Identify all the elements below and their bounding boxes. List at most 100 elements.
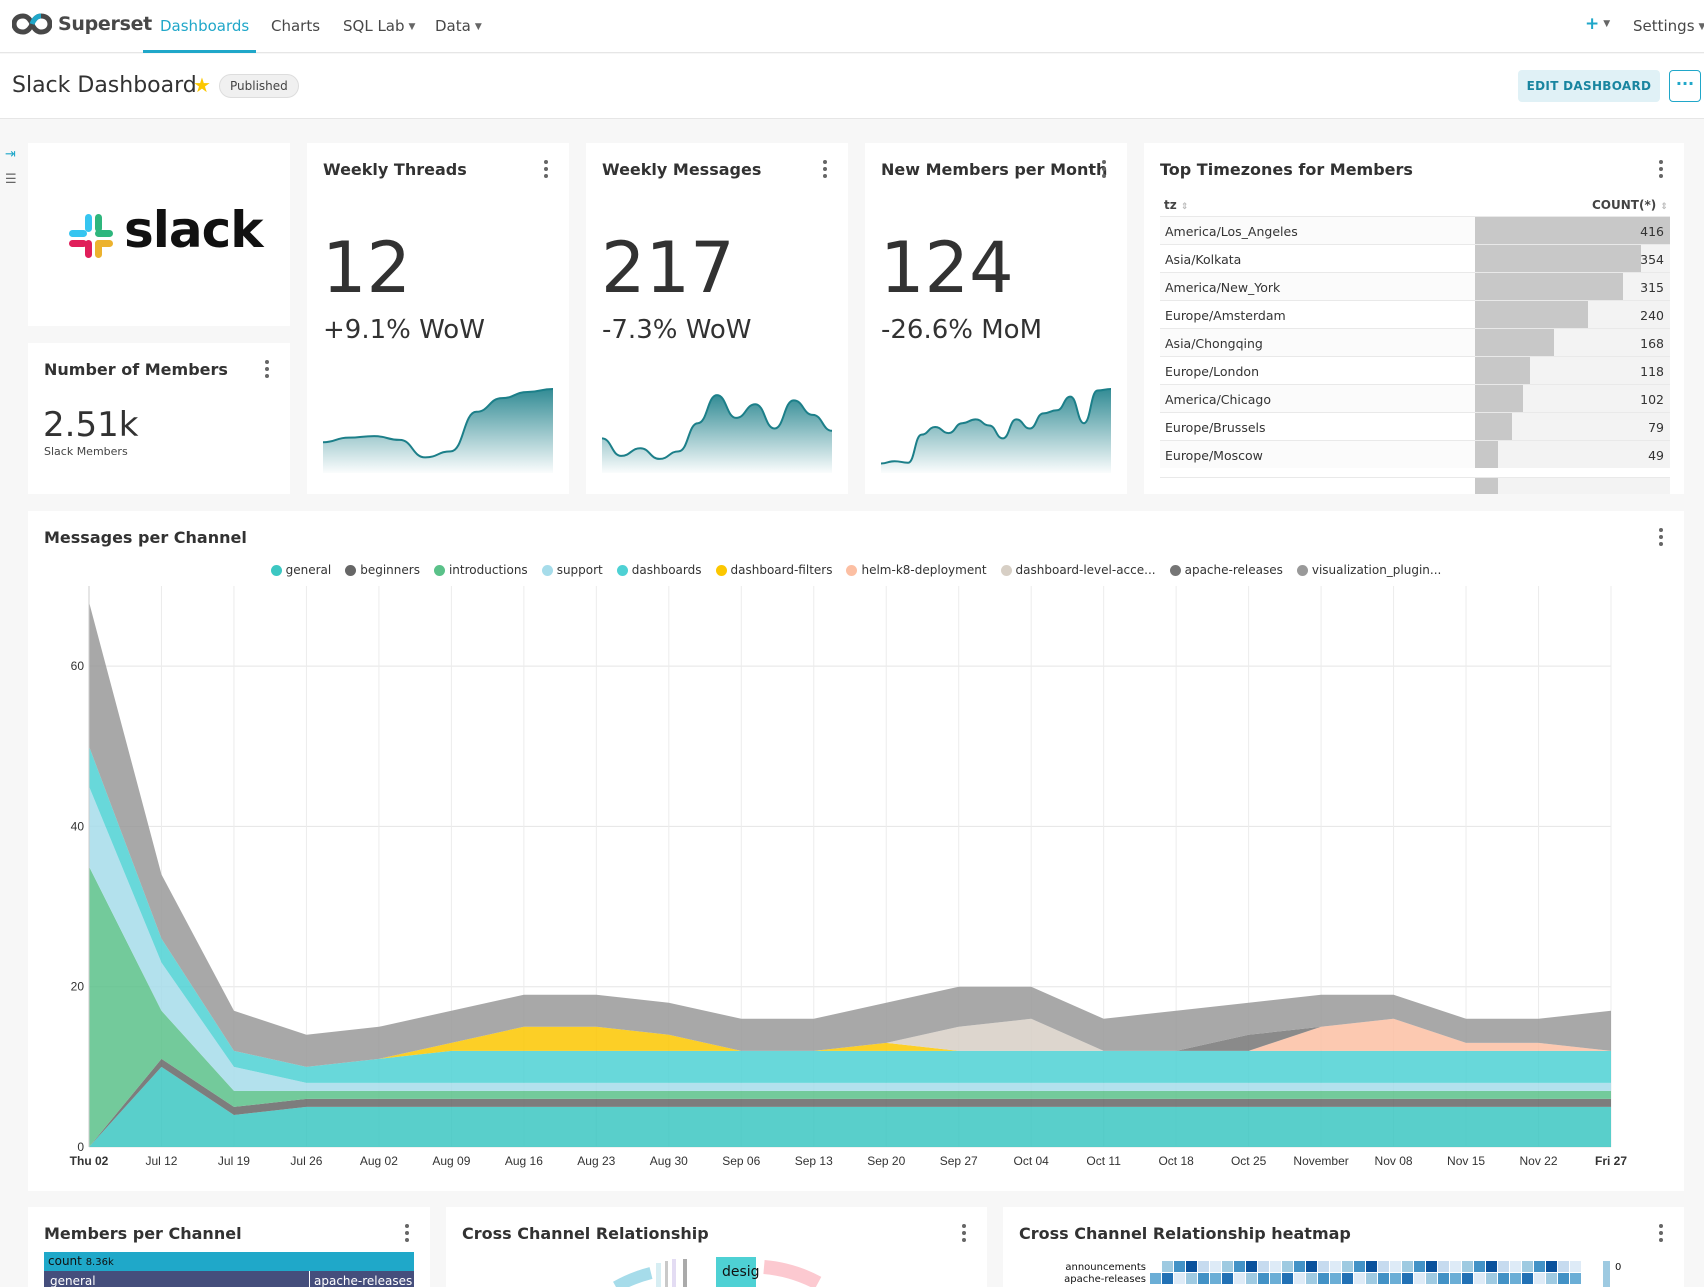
- settings-menu[interactable]: Settings ▼: [1633, 17, 1704, 35]
- edit-dashboard-button[interactable]: EDIT DASHBOARD: [1518, 70, 1660, 102]
- heatmap-cell: [1150, 1261, 1161, 1272]
- x-tick-label: Oct 11: [1086, 1154, 1121, 1168]
- table-cell-tz: America/Chicago: [1165, 392, 1272, 407]
- kebab-menu-icon[interactable]: [404, 1224, 410, 1242]
- heatmap-cell: [1498, 1273, 1509, 1284]
- x-tick-label: Jul 12: [145, 1154, 177, 1168]
- heatmap-cell: [1354, 1273, 1365, 1284]
- kebab-menu-icon[interactable]: [1658, 160, 1664, 178]
- big-number: 12: [322, 227, 412, 309]
- heatmap-cell: [1210, 1261, 1221, 1272]
- column-header-tz[interactable]: tz ⇕: [1164, 198, 1188, 212]
- heatmap-cell: [1258, 1261, 1269, 1272]
- heatmap-cell: [1546, 1273, 1557, 1284]
- bar-background: [1475, 441, 1670, 468]
- kebab-menu-icon[interactable]: [1658, 1224, 1664, 1242]
- superset-logo[interactable]: Superset: [12, 12, 152, 36]
- column-header-count[interactable]: COUNT(*) ⇕: [1592, 198, 1668, 212]
- heatmap-cell: [1150, 1273, 1161, 1284]
- legend-item[interactable]: visualization_plugin...: [1296, 563, 1442, 577]
- slack-logo-card: slack: [28, 143, 290, 326]
- more-options-button[interactable]: ···: [1669, 70, 1701, 102]
- page-title[interactable]: Slack Dashboard: [12, 73, 197, 98]
- kebab-menu-icon[interactable]: [822, 160, 828, 178]
- trendline-area: [602, 395, 832, 473]
- heatmap-cell: [1414, 1273, 1425, 1284]
- area-series-visualization-plugin-: [89, 602, 1611, 1067]
- legend-dot-icon: [846, 564, 858, 576]
- nav-active-indicator: [143, 50, 256, 53]
- filter-icon[interactable]: ☰: [5, 172, 17, 187]
- legend-item[interactable]: dashboard-filters: [715, 563, 832, 577]
- treemap-cell-apache-releases[interactable]: apache-releases: [310, 1271, 414, 1287]
- area-series-beginners: [89, 1058, 1611, 1147]
- heatmap-cell: [1402, 1261, 1413, 1272]
- nav-sql-lab[interactable]: SQL Lab ▼: [343, 17, 415, 35]
- heatmap-cell: [1426, 1261, 1437, 1272]
- treemap-cell-general[interactable]: general: [44, 1271, 309, 1287]
- table-cell-count: 118: [1640, 364, 1664, 379]
- table-cell-tz: Asia/Kolkata: [1165, 252, 1242, 267]
- legend-label: visualization_plugin...: [1311, 563, 1442, 577]
- count-bar: [1475, 441, 1498, 468]
- table-row: Europe/Amsterdam 240: [1160, 300, 1670, 328]
- heatmap-cell: [1390, 1261, 1401, 1272]
- messages-per-channel-card: Messages per Channel general beginners int…: [28, 511, 1684, 1191]
- heatmap-cell: [1162, 1273, 1173, 1284]
- heatmap-cell: [1222, 1261, 1233, 1272]
- nav-data-label: Data: [435, 17, 471, 35]
- card-title: Messages per Channel: [44, 528, 247, 547]
- kebab-menu-icon[interactable]: [264, 360, 270, 378]
- table-row: America/Chicago 102: [1160, 384, 1670, 412]
- legend-dot-icon: [715, 564, 727, 576]
- chevron-down-icon: ▼: [1698, 21, 1704, 32]
- table-cell-count: 240: [1640, 308, 1664, 323]
- table-cell-count: 79: [1648, 420, 1664, 435]
- heatmap-cell: [1186, 1261, 1197, 1272]
- legend-item[interactable]: beginners: [345, 563, 420, 577]
- card-title: Number of Members: [44, 360, 228, 379]
- legend-item[interactable]: support: [541, 563, 603, 577]
- legend-item[interactable]: introductions: [433, 563, 528, 577]
- x-tick-label: Oct 18: [1158, 1154, 1194, 1168]
- heatmap-cell: [1366, 1273, 1377, 1284]
- legend-dot-icon: [616, 564, 628, 576]
- nav-dashboards[interactable]: Dashboards: [160, 17, 250, 35]
- kebab-menu-icon[interactable]: [1658, 528, 1664, 546]
- legend-item[interactable]: dashboard-level-acce...: [1000, 563, 1156, 577]
- heatmap-cell: [1462, 1273, 1473, 1284]
- chevron-down-icon: ▼: [474, 21, 482, 32]
- chart-legend: general beginners introductions support dash…: [28, 563, 1684, 577]
- treemap-header[interactable]: count 8.36k: [44, 1252, 414, 1271]
- x-tick-label: Nov 15: [1447, 1154, 1485, 1168]
- expand-filters-icon[interactable]: ⇥: [5, 147, 16, 162]
- heatmap-row-label: announcements: [1065, 1262, 1146, 1273]
- nav-charts[interactable]: Charts: [271, 17, 321, 35]
- legend-dot-icon: [1169, 564, 1181, 576]
- heatmap-cell: [1306, 1261, 1317, 1272]
- x-tick-label: Jul 26: [290, 1154, 322, 1168]
- legend-item[interactable]: helm-k8-deployment: [846, 563, 987, 577]
- treemap-count-label: count: [48, 1254, 82, 1268]
- kebab-menu-icon[interactable]: [543, 160, 549, 178]
- x-tick-label: Nov 08: [1375, 1154, 1413, 1168]
- table-row: America/Los_Angeles 416: [1160, 216, 1670, 244]
- heatmap-cell: [1534, 1261, 1545, 1272]
- nav-data[interactable]: Data ▼: [435, 17, 482, 35]
- legend-item[interactable]: general: [270, 563, 331, 577]
- legend-item[interactable]: dashboards: [616, 563, 702, 577]
- kebab-menu-icon[interactable]: [961, 1224, 967, 1242]
- kebab-menu-icon[interactable]: [1101, 160, 1107, 178]
- card-title: Members per Channel: [44, 1224, 242, 1243]
- table-row: America/New_York 315: [1160, 272, 1670, 300]
- legend-dot-icon: [541, 564, 553, 576]
- status-badge[interactable]: Published: [219, 74, 299, 98]
- heatmap-cell: [1282, 1273, 1293, 1284]
- plus-icon[interactable]: + ▼: [1585, 14, 1611, 34]
- count-bar: [1475, 413, 1513, 440]
- star-icon[interactable]: ★: [193, 73, 211, 97]
- heatmap-cell: [1174, 1273, 1185, 1284]
- legend-item[interactable]: apache-releases: [1169, 563, 1283, 577]
- new-members-card: New Members per Month 124 -26.6% MoM: [865, 143, 1127, 494]
- column-header-tz-label: tz: [1164, 198, 1177, 212]
